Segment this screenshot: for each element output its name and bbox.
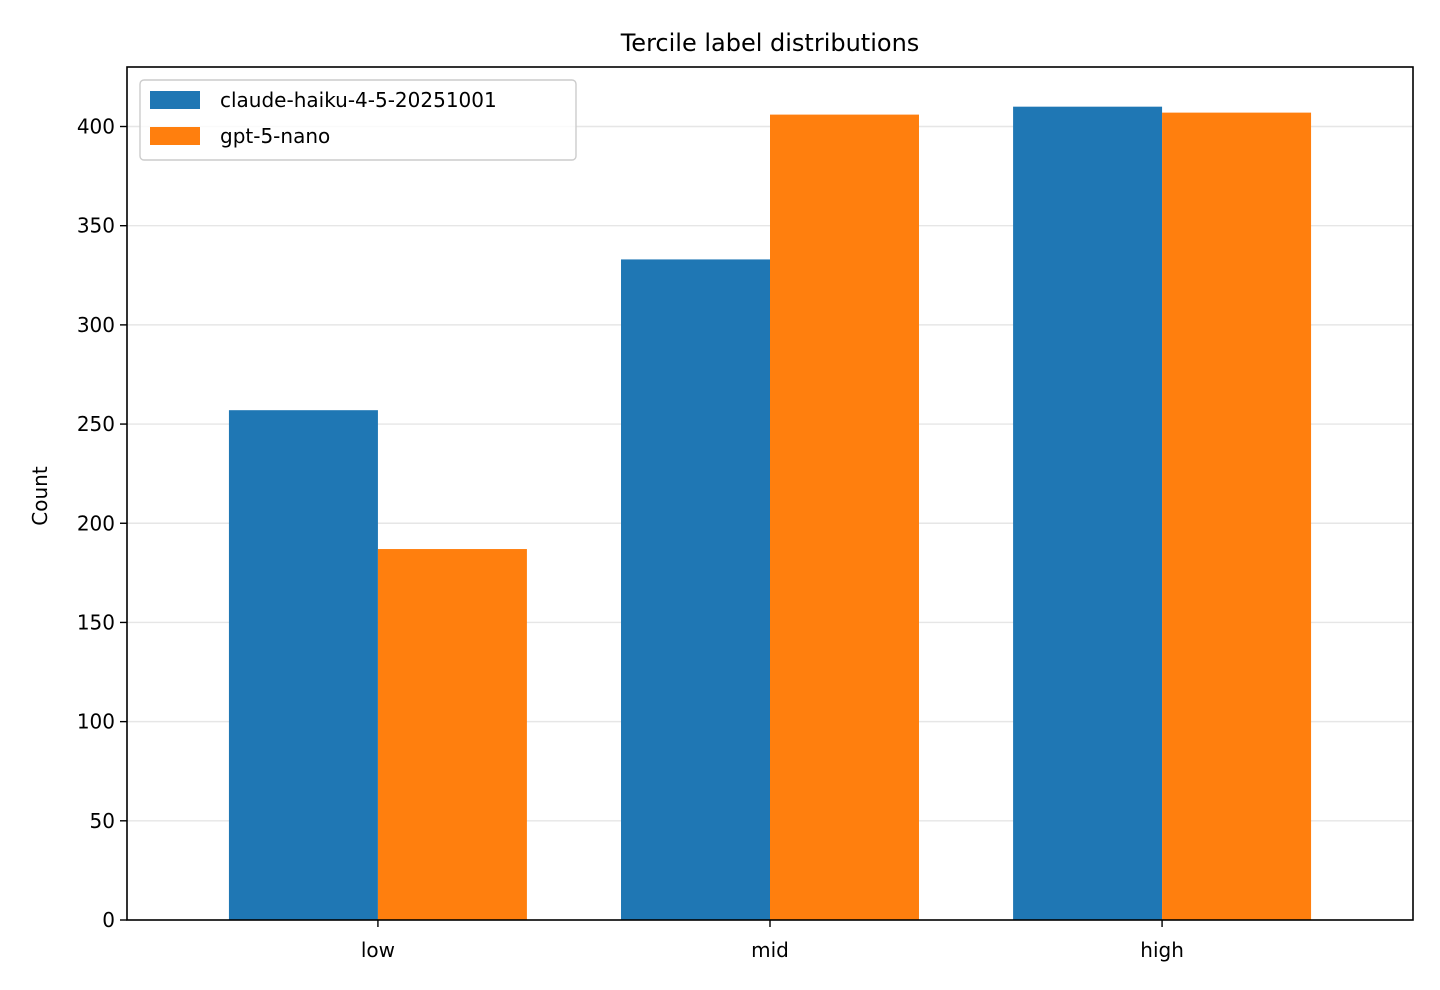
y-tick-label: 350 <box>77 214 115 238</box>
bar-high-series-2 <box>1162 112 1312 920</box>
chart-title: Tercile label distributions <box>620 29 920 57</box>
legend-label: claude-haiku-4-5-20251001 <box>220 88 497 112</box>
legend-label: gpt-5-nano <box>220 124 330 148</box>
bar-high-series-1 <box>1013 106 1163 920</box>
bar-mid-series-2 <box>770 114 919 920</box>
legend-box <box>139 79 577 161</box>
x-tick-label: mid <box>751 938 789 962</box>
y-tick-label: 50 <box>90 809 115 833</box>
y-tick-label: 300 <box>77 313 115 337</box>
bar-low-series-2 <box>377 549 527 920</box>
y-axis-ticks: 0 50 100 150 200 250 300 350 400 <box>77 115 127 932</box>
bar-low-series-1 <box>228 410 378 920</box>
y-tick-label: 200 <box>77 511 115 535</box>
legend: claude-haiku-4-5-20251001 gpt-5-nano <box>139 79 577 161</box>
y-tick-label: 400 <box>77 115 115 139</box>
y-tick-label: 0 <box>102 908 115 932</box>
x-axis-ticks: low mid high <box>361 920 1184 962</box>
bars <box>228 106 1312 921</box>
y-tick-label: 100 <box>77 710 115 734</box>
x-tick-label: low <box>361 938 395 962</box>
bar-mid-series-1 <box>621 259 770 921</box>
y-axis-label: Count <box>28 466 52 526</box>
x-tick-label: high <box>1140 938 1184 962</box>
y-tick-label: 150 <box>77 610 115 634</box>
legend-swatch <box>150 91 200 109</box>
legend-swatch <box>150 127 200 145</box>
y-tick-label: 250 <box>77 412 115 436</box>
